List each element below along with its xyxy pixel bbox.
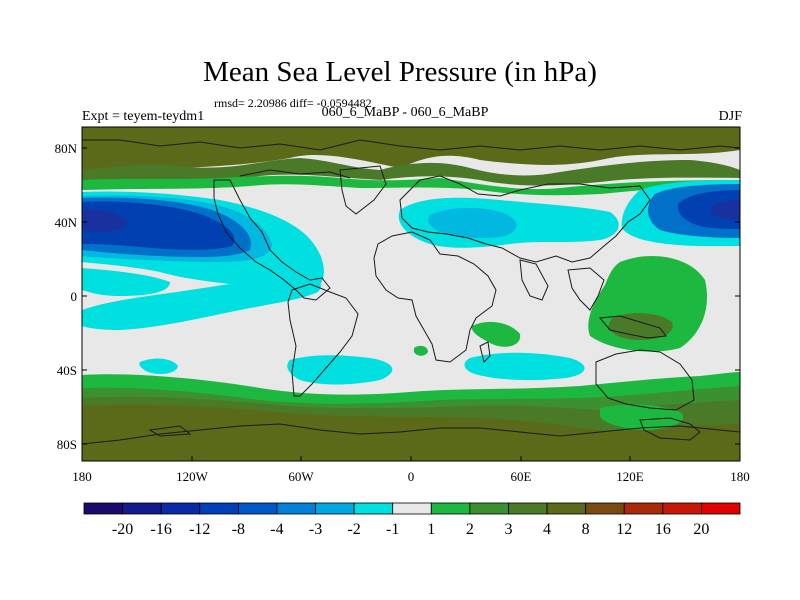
field-npac-east-negative-12 — [710, 200, 740, 220]
colorbar-label: 12 — [616, 521, 632, 538]
field-asia-negative-2 — [428, 207, 517, 239]
colorbar-label: 3 — [504, 521, 512, 538]
field-north-positive-4 — [82, 127, 740, 175]
colorbar-labels: -20 -16 -12 -8 -4 -3 -2 -1 1 2 3 4 8 12 16 20 — [112, 521, 709, 538]
lon-label: 60W — [288, 469, 314, 484]
colorbar-swatch — [392, 502, 432, 515]
colorbar-label: 20 — [693, 521, 709, 538]
coast-canada-north — [239, 169, 351, 179]
colorbar-swatch — [160, 502, 201, 515]
lon-label: 60E — [511, 469, 532, 484]
field-npac-negative-12 — [82, 209, 127, 232]
colorbar-label: 4 — [543, 521, 551, 538]
colorbar-swatch — [546, 502, 587, 515]
colorbar-label: 1 — [427, 521, 435, 538]
colorbar-swatch — [199, 502, 239, 515]
coast-ross-peninsula — [148, 425, 192, 437]
coast-arctic-north — [82, 139, 740, 151]
colorbar — [83, 502, 741, 515]
colorbar-swatch — [585, 502, 625, 515]
plot-title: Mean Sea Level Pressure (in hPa) — [203, 56, 597, 88]
field-south-positive-4 — [82, 404, 740, 461]
field-npac-east-negative-8 — [677, 190, 740, 229]
coast-north-america — [213, 179, 331, 301]
coast-antarctica — [82, 423, 740, 445]
axis-ticks — [82, 147, 740, 461]
lat-labels: 80N 40N 0 40S 80S — [55, 141, 78, 452]
colorbar-label: 16 — [655, 521, 671, 538]
colorbar-swatch — [623, 502, 664, 515]
colorbar-swatch — [353, 502, 394, 515]
experiment-label: Expt = teyem-teydm1 — [82, 109, 205, 124]
colorbar-swatch — [662, 502, 702, 515]
field-africa-positive-1 — [414, 345, 428, 356]
lon-label: 180 — [72, 469, 92, 484]
lon-label: 120W — [176, 469, 209, 484]
field-npac-negative-8 — [82, 201, 235, 250]
field-spacific-negative-1 — [139, 358, 178, 374]
coast-greenland — [339, 165, 387, 215]
field-indian-negative-1 — [464, 352, 585, 381]
coast-madagascar — [479, 341, 491, 363]
season-label: DJF — [718, 109, 742, 124]
colorbar-label: -3 — [309, 521, 322, 538]
colorbar-swatch — [701, 502, 741, 515]
colorbar-label: -1 — [386, 521, 399, 538]
coast-se-asia — [567, 267, 605, 311]
colorbar-label: -4 — [270, 521, 283, 538]
lat-label: 40S — [57, 363, 77, 378]
colorbar-label: -12 — [189, 521, 210, 538]
colorbar-label: 2 — [466, 521, 474, 538]
lon-label: 180 — [730, 469, 750, 484]
rmsd-diff-stats: rmsd= 2.20986 diff= -0.0594482 — [214, 96, 372, 110]
colorbar-swatch — [508, 502, 548, 515]
field-tropical-negative-1a — [82, 276, 321, 330]
lon-labels: 180 120W 60W 0 60E 120E 180 — [72, 469, 750, 484]
run-comparison-label: 060_6_MaBP - 060_6_MaBP — [321, 105, 489, 120]
field-samerica-negative-1 — [287, 355, 393, 385]
field-north-positive-3 — [82, 158, 740, 186]
coast-india — [519, 259, 549, 301]
colorbar-label: -8 — [232, 521, 245, 538]
lat-label: 0 — [71, 289, 78, 304]
lat-label: 80N — [55, 141, 78, 156]
colorbar-swatch — [315, 502, 355, 515]
colorbar-swatch — [122, 502, 162, 515]
colorbar-label: -16 — [151, 521, 172, 538]
field-tropical-negative-1b — [82, 268, 170, 296]
colorbar-swatch — [83, 502, 123, 515]
coast-antarctic-east — [639, 417, 701, 441]
colorbar-label: -20 — [112, 521, 133, 538]
field-south-positive-2b — [600, 404, 684, 430]
colorbar-label: 8 — [582, 521, 590, 538]
colorbar-swatch — [276, 502, 316, 515]
lon-label: 0 — [408, 469, 415, 484]
field-north-positive-1 — [82, 175, 740, 196]
field-indian-positive-1 — [471, 321, 521, 347]
coast-australia — [595, 349, 695, 411]
colorbar-swatch — [237, 502, 278, 515]
lat-label: 80S — [57, 437, 77, 452]
map-panel — [82, 127, 740, 461]
colorbar-label: -2 — [347, 521, 360, 538]
coast-south-america — [287, 283, 359, 397]
coast-europe-africa — [373, 231, 497, 363]
colorbar-swatch — [469, 502, 509, 515]
coastlines — [82, 139, 740, 445]
coast-indonesia — [599, 315, 667, 339]
lat-label: 40N — [55, 215, 78, 230]
colorbar-swatch — [430, 502, 471, 515]
lon-label: 120E — [616, 469, 644, 484]
coast-europe-north — [399, 175, 651, 263]
